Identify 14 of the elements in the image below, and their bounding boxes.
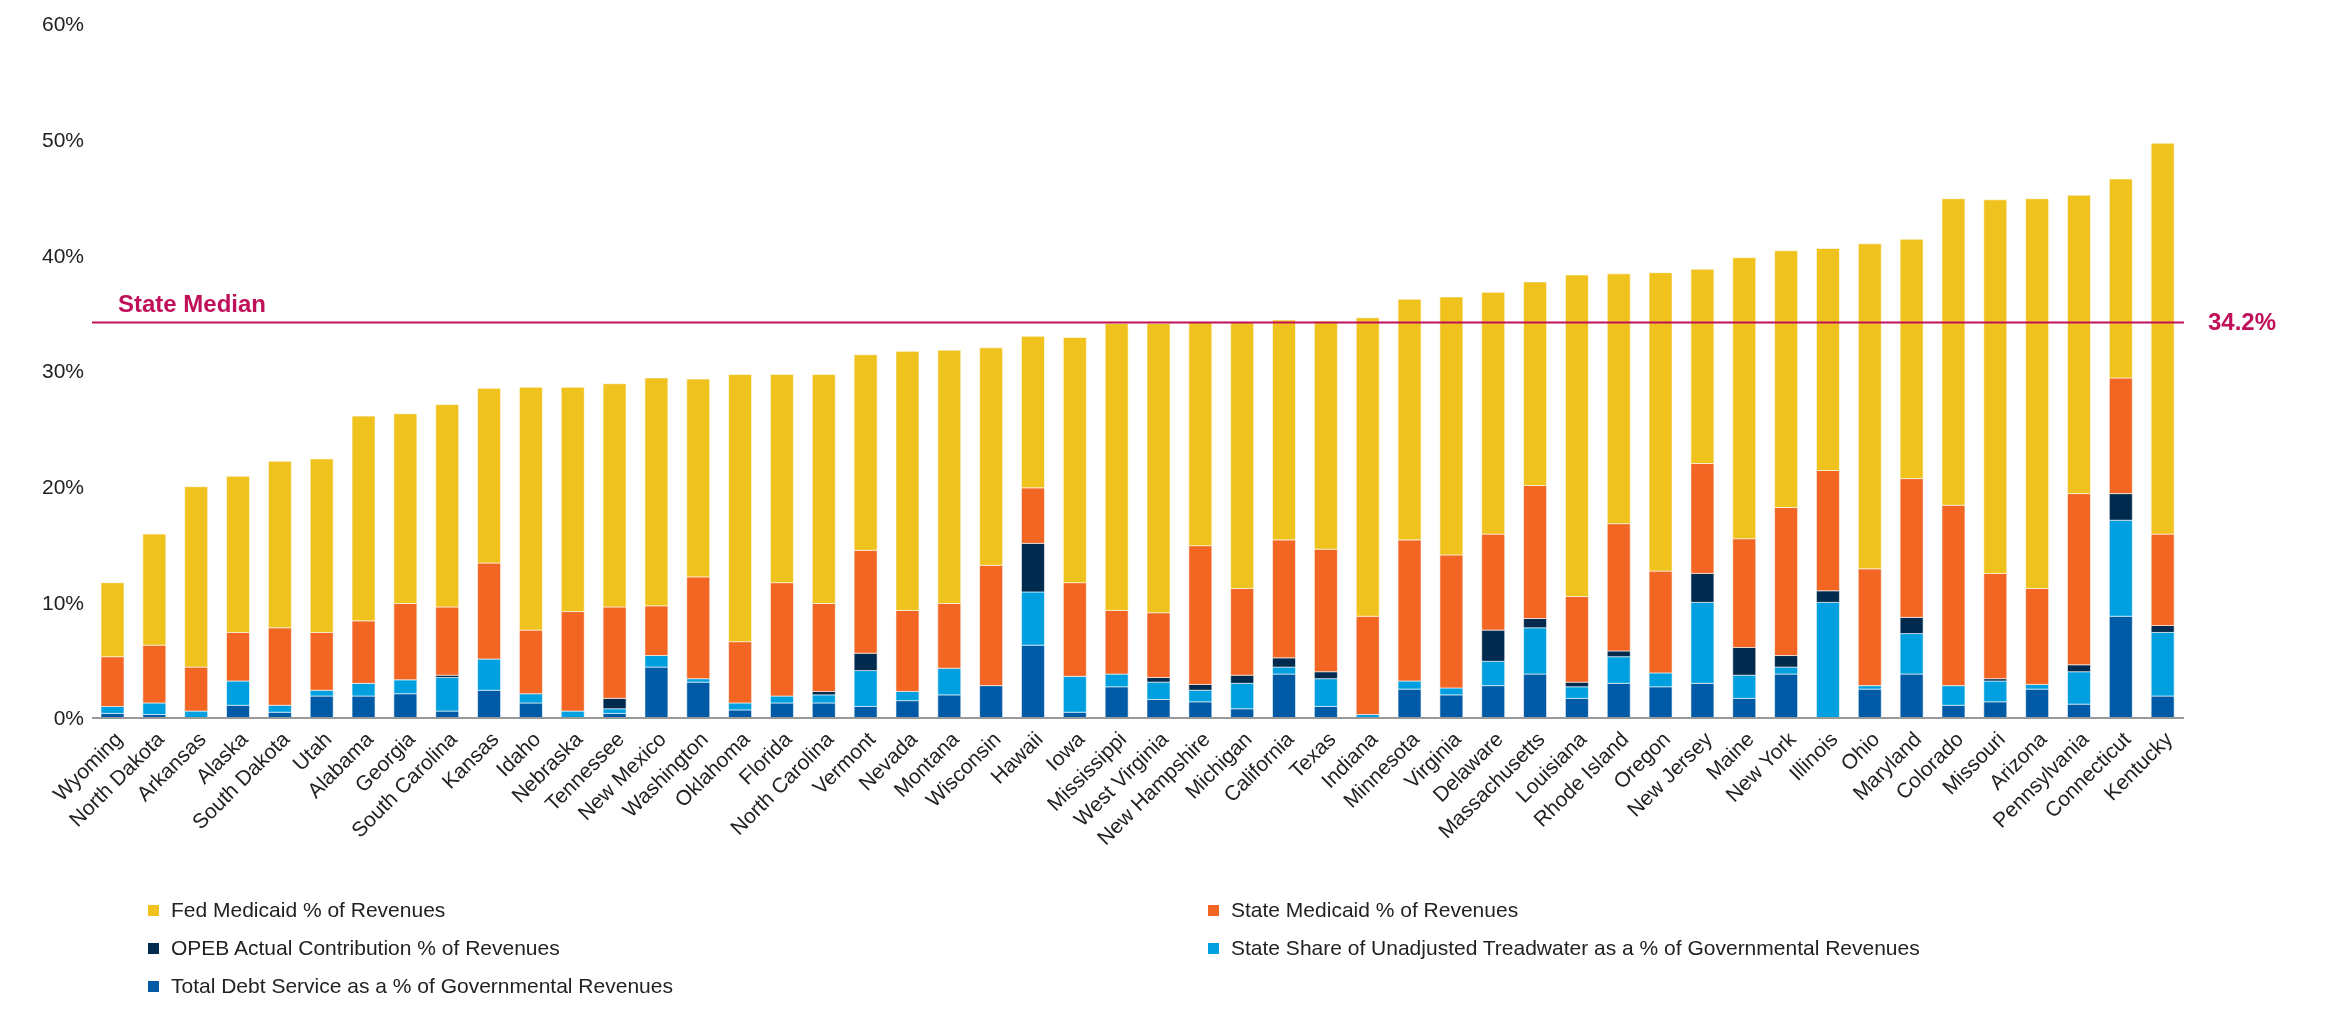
legend-label: State Medicaid % of Revenues: [1231, 898, 1519, 922]
y-tick-label: 40%: [41, 243, 84, 267]
y-tick-label: 60%: [41, 12, 84, 36]
y-tick-label: 50%: [41, 128, 84, 152]
legend-label: Fed Medicaid % of Revenues: [171, 898, 446, 922]
text: 34.2%: [2208, 308, 2277, 336]
y-tick-label: 20%: [41, 475, 84, 499]
legend-label: Total Debt Service as a % of Governmental Revenues: [171, 974, 673, 998]
y-tick-label: 10%: [41, 590, 84, 614]
y-tick-label: 30%: [41, 359, 84, 383]
legend-label: OPEB Actual Contribution % of Revenues: [171, 936, 560, 960]
y-tick-label: 0%: [53, 706, 84, 730]
legend-label: State Share of Unadjusted Treadwater as a % of Governmental Revenues: [1231, 936, 1920, 960]
ref-line-label: State Median: [118, 290, 267, 318]
